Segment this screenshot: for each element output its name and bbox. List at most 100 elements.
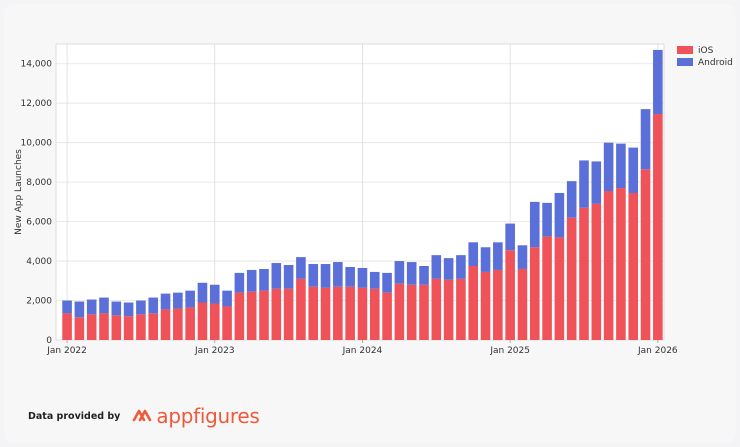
bar-android (197, 282, 208, 303)
bar-ios (382, 292, 392, 340)
bar-android (283, 265, 294, 289)
bar-android (74, 301, 85, 318)
data-credit-text: Data provided by (28, 410, 121, 422)
bar-ios (456, 278, 466, 340)
bar-android (468, 242, 479, 266)
x-tick-label: Jan 2025 (489, 346, 530, 356)
bar-ios (209, 303, 220, 340)
bar-android (296, 257, 306, 279)
bar-android (111, 301, 122, 316)
bar-android (86, 299, 97, 315)
bar-ios (246, 291, 257, 340)
bar-android (554, 192, 565, 238)
bar-ios (653, 114, 663, 340)
bar-ios (86, 314, 97, 340)
y-tick-label: 2,000 (26, 297, 52, 307)
bar-android (123, 302, 134, 317)
bar-ios (357, 287, 368, 340)
bar-ios (283, 288, 294, 340)
chart: 02,0004,0006,0008,00010,00012,00014,000 … (14, 43, 733, 356)
bar-android (406, 262, 417, 285)
x-tick-label: Jan 2023 (194, 346, 235, 356)
bar-ios (136, 314, 146, 340)
bar-ios (628, 192, 639, 340)
bar-ios (99, 313, 109, 340)
bar-ios (197, 302, 208, 340)
bar-ios (160, 309, 171, 340)
bar-android (369, 271, 380, 289)
bar-ios (493, 269, 503, 340)
bar-android (308, 264, 319, 287)
bar-ios (296, 278, 306, 340)
bar-android (357, 267, 368, 288)
bar-ios (148, 313, 159, 340)
bar-android (603, 142, 614, 192)
bar-android (62, 300, 72, 314)
bar-ios (222, 306, 232, 340)
bar-ios (185, 307, 195, 340)
y-tick-label: 0 (46, 336, 52, 346)
x-tick-label: Jan 2026 (637, 346, 678, 356)
bar-android (345, 266, 355, 287)
y-tick-label: 12,000 (21, 99, 53, 109)
bar-ios (234, 292, 245, 340)
bar-android (480, 247, 491, 272)
bar-android (591, 161, 602, 204)
x-tick-label: Jan 2022 (46, 346, 87, 356)
y-tick-label: 14,000 (21, 60, 53, 70)
bar-android (566, 181, 577, 218)
bar-ios (505, 250, 515, 340)
bar-ios (603, 191, 614, 340)
y-axis-label: New App Launches (14, 149, 24, 235)
y-tick-label: 4,000 (26, 257, 52, 267)
bar-ios (62, 313, 72, 340)
bar-ios (480, 271, 491, 340)
bar-android (456, 255, 466, 279)
bar-android (234, 272, 245, 293)
bar-android (246, 269, 257, 292)
bar-ios (74, 317, 85, 340)
bar-ios (394, 283, 405, 340)
appfigures-logo-icon (133, 409, 152, 422)
bar-ios (529, 247, 540, 340)
bar-android (616, 143, 626, 189)
bar-android (419, 266, 429, 285)
y-tick-label: 8,000 (26, 178, 52, 188)
bar-android (271, 263, 282, 289)
bar-android (209, 284, 220, 304)
legend-label-android: Android (698, 58, 733, 68)
bar-ios (369, 288, 380, 340)
bar-ios (554, 237, 565, 340)
bar-ios (443, 279, 454, 340)
appfigures-logo-text: appfigures (156, 404, 260, 428)
bar-ios (431, 278, 442, 340)
bar-ios (111, 315, 122, 340)
legend: iOS Android (677, 46, 733, 68)
bar-ios (517, 268, 528, 340)
bar-android (333, 262, 343, 287)
chart-card: 0 2,000 4,000 6,000 8,000 10,000 12,000 14,000 … (4, 4, 736, 443)
bar-android (160, 293, 171, 310)
footer: Data provided by appfigures (28, 404, 260, 428)
bar-ios (271, 288, 282, 340)
bar-android (517, 245, 528, 269)
bar-ios (259, 290, 269, 340)
bar-android (542, 202, 552, 237)
bar-ios (308, 286, 319, 340)
bar-android (222, 290, 232, 307)
bar-ios (345, 286, 355, 340)
bar-android (382, 272, 392, 293)
x-tick-label: Jan 2024 (342, 346, 383, 356)
bar-ios (566, 217, 577, 340)
bar-android (394, 261, 405, 284)
bar-android (493, 242, 503, 270)
bar-android (640, 109, 651, 170)
bar-ios (333, 286, 343, 340)
bar-android (653, 49, 663, 115)
appfigures-logo: appfigures (132, 404, 260, 428)
bar-android (259, 268, 269, 291)
bar-ios (640, 169, 651, 340)
legend-swatch-ios (677, 46, 693, 54)
bar-android (529, 201, 540, 248)
bar-android (148, 297, 159, 314)
